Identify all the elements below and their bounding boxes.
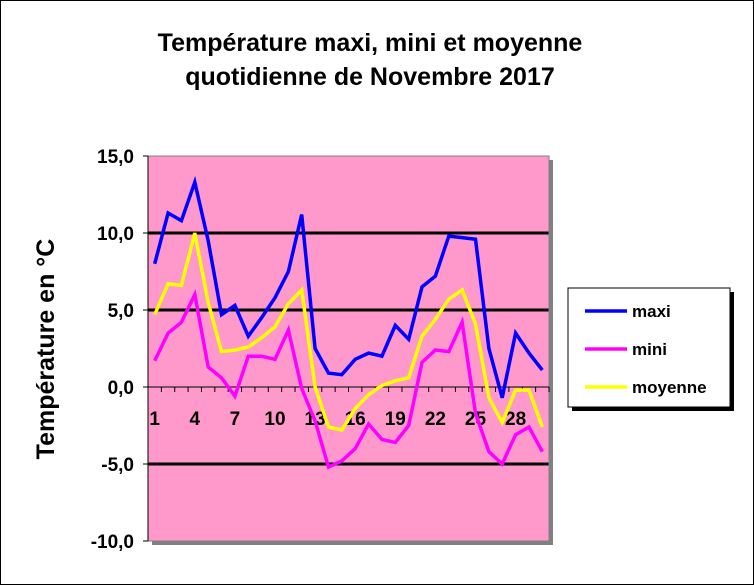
legend-label-moyenne: moyenne <box>632 378 707 397</box>
y-tick-label: -5,0 <box>101 455 134 476</box>
x-tick-label: 19 <box>385 409 406 430</box>
x-tick-label: 4 <box>189 409 200 430</box>
legend-items: maxi mini moyenne <box>585 302 707 397</box>
y-tick-label: -10,0 <box>91 532 134 553</box>
series-line-mini <box>153 289 544 470</box>
x-axis: 1 4 7 10 13 16 19 22 25 28 <box>147 386 550 430</box>
gridlines <box>148 231 549 466</box>
x-tick-label: 1 <box>149 409 160 430</box>
chart-title-line1: Température maxi, mini et moyenne <box>157 29 583 57</box>
chart-title: Température maxi, mini et moyenne quotid… <box>60 26 680 94</box>
y-axis: 15,0 10,0 5,0 0,0 -5,0 -10,0 <box>91 147 149 553</box>
legend: maxi mini moyenne <box>567 287 734 411</box>
x-tick-label: 22 <box>425 409 446 430</box>
legend-label-maxi: maxi <box>632 302 671 321</box>
x-tick-label: 10 <box>264 409 285 430</box>
y-axis-label: Température en °C <box>32 239 60 460</box>
y-tick-label: 10,0 <box>97 224 134 245</box>
y-tick-label: 0,0 <box>108 378 134 399</box>
plot-area <box>148 156 549 541</box>
plot-area-shadow-bottom <box>152 541 553 545</box>
chart-title-line2: quotidienne de Novembre 2017 <box>185 63 555 91</box>
plot-area-shadow <box>549 160 553 545</box>
x-tick-label: 28 <box>505 409 526 430</box>
series-layer <box>153 175 544 470</box>
series-line-maxi <box>153 175 544 399</box>
y-tick-label: 15,0 <box>97 147 134 168</box>
y-tick-label: 5,0 <box>108 301 134 322</box>
x-tick-label: 7 <box>230 409 241 430</box>
legend-label-mini: mini <box>632 340 667 359</box>
series-line-moyenne <box>153 232 544 433</box>
